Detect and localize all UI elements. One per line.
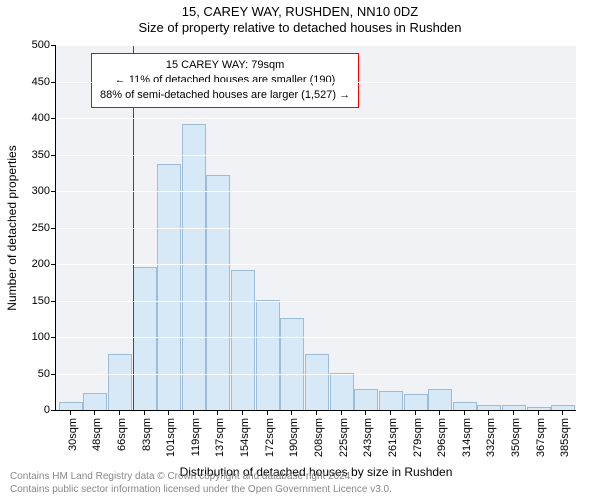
- x-tick-label: 208sqm: [313, 418, 325, 457]
- y-tick-label: 0: [44, 404, 56, 416]
- footer-line2: Contains public sector information licen…: [10, 483, 392, 496]
- bar: [404, 394, 428, 410]
- x-tick-mark: [464, 410, 465, 415]
- y-tick-label: 300: [32, 185, 56, 197]
- x-tick-label: 190sqm: [288, 418, 300, 457]
- x-tick-mark: [513, 410, 514, 415]
- x-tick-label: 154sqm: [239, 418, 251, 457]
- x-tick-label: 385sqm: [559, 418, 571, 457]
- x-tick-mark: [267, 410, 268, 415]
- x-tick-mark: [439, 410, 440, 415]
- x-tick-label: 261sqm: [387, 418, 399, 457]
- x-tick-mark: [390, 410, 391, 415]
- bar: [477, 405, 501, 410]
- title-subtitle: Size of property relative to detached ho…: [0, 20, 600, 36]
- bar: [527, 407, 551, 410]
- x-tick-mark: [341, 410, 342, 415]
- x-tick-label: 350sqm: [510, 418, 522, 457]
- x-tick-label: 66sqm: [116, 418, 128, 451]
- y-axis-label: Number of detached properties: [5, 145, 19, 310]
- x-tick-label: 48sqm: [91, 418, 103, 451]
- x-tick-label: 243sqm: [362, 418, 374, 457]
- footer: Contains HM Land Registry data © Crown c…: [10, 470, 392, 496]
- bar: [83, 393, 107, 410]
- y-tick-label: 150: [32, 295, 56, 307]
- x-tick-mark: [70, 410, 71, 415]
- bar: [502, 405, 526, 410]
- x-tick-mark: [365, 410, 366, 415]
- bar: [133, 267, 157, 410]
- bar: [59, 402, 83, 410]
- footer-line1: Contains HM Land Registry data © Crown c…: [10, 470, 392, 483]
- x-tick-mark: [538, 410, 539, 415]
- grid-line: [56, 374, 576, 375]
- info-box-line1: 15 CAREY WAY: 79sqm: [100, 58, 350, 73]
- bar: [206, 175, 230, 410]
- x-tick-label: 296sqm: [436, 418, 448, 457]
- y-tick-label: 50: [38, 368, 56, 380]
- x-tick-label: 137sqm: [214, 418, 226, 457]
- bar: [330, 373, 354, 411]
- bar: [280, 318, 304, 410]
- plot-area: Number of detached properties 15 CAREY W…: [55, 45, 576, 411]
- grid-line: [56, 191, 576, 192]
- grid-line: [56, 264, 576, 265]
- bar: [231, 270, 255, 410]
- x-tick-label: 119sqm: [190, 418, 202, 456]
- x-tick-mark: [291, 410, 292, 415]
- x-tick-mark: [193, 410, 194, 415]
- x-tick-label: 332sqm: [485, 418, 497, 457]
- bar: [182, 124, 206, 410]
- x-tick-label: 172sqm: [264, 418, 276, 457]
- y-tick-label: 200: [32, 258, 56, 270]
- bar: [453, 402, 477, 410]
- x-tick-label: 30sqm: [67, 418, 79, 451]
- grid-line: [56, 337, 576, 338]
- grid-line: [56, 301, 576, 302]
- x-tick-mark: [168, 410, 169, 415]
- bar: [379, 391, 403, 410]
- x-tick-label: 314sqm: [461, 418, 473, 457]
- bar: [256, 300, 280, 411]
- info-box-line2: ← 11% of detached houses are smaller (19…: [100, 73, 350, 88]
- x-tick-label: 83sqm: [141, 418, 153, 451]
- x-tick-mark: [316, 410, 317, 415]
- bar: [428, 389, 452, 410]
- grid-line: [56, 228, 576, 229]
- title-address: 15, CAREY WAY, RUSHDEN, NN10 0DZ: [0, 0, 600, 20]
- x-tick-mark: [415, 410, 416, 415]
- x-tick-mark: [562, 410, 563, 415]
- y-tick-label: 250: [32, 222, 56, 234]
- x-tick-mark: [119, 410, 120, 415]
- x-tick-mark: [217, 410, 218, 415]
- x-tick-label: 101sqm: [165, 418, 177, 457]
- bar: [354, 389, 378, 410]
- y-tick-label: 450: [32, 76, 56, 88]
- grid-line: [56, 155, 576, 156]
- x-tick-label: 225sqm: [338, 418, 350, 457]
- x-tick-mark: [242, 410, 243, 415]
- x-tick-mark: [94, 410, 95, 415]
- info-box-line3: 88% of semi-detached houses are larger (…: [100, 88, 350, 103]
- grid-line: [56, 82, 576, 83]
- bar: [108, 354, 132, 410]
- y-tick-label: 350: [32, 149, 56, 161]
- info-box: 15 CAREY WAY: 79sqm ← 11% of detached ho…: [91, 53, 359, 108]
- grid-line: [56, 45, 576, 46]
- x-tick-label: 367sqm: [535, 418, 547, 457]
- x-tick-label: 279sqm: [412, 418, 424, 457]
- bar: [305, 354, 329, 410]
- y-tick-label: 100: [32, 331, 56, 343]
- x-tick-mark: [144, 410, 145, 415]
- grid-line: [56, 118, 576, 119]
- bar: [551, 405, 575, 410]
- y-tick-label: 500: [32, 39, 56, 51]
- x-tick-mark: [488, 410, 489, 415]
- y-tick-label: 400: [32, 112, 56, 124]
